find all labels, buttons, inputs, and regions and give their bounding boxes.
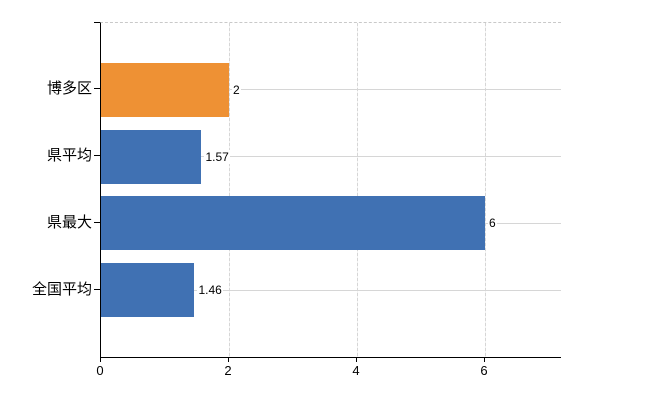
x-axis-tick (356, 357, 357, 362)
bar-value-label: 1.46 (197, 283, 223, 298)
bar-2 (101, 129, 202, 184)
horizontal-gridline (101, 89, 561, 91)
x-axis-tick-label: 0 (96, 363, 104, 378)
category-label: 県平均 (46, 147, 92, 165)
category-label: 博多区 (46, 80, 92, 98)
x-axis-tick (228, 357, 229, 362)
plot-area: 2 1.57 6 1.46 (100, 22, 561, 358)
x-axis-tick-label: 2 (224, 363, 232, 378)
bar-1 (101, 62, 229, 117)
bar-4 (101, 263, 195, 318)
bar-value-label: 6 (488, 216, 497, 231)
bar-3 (101, 196, 485, 251)
y-axis-tick (94, 22, 100, 23)
horizontal-gridline (101, 156, 561, 158)
category-label: 県最大 (46, 213, 92, 231)
y-axis-tick (94, 88, 100, 90)
bar-value-label: 1.57 (204, 149, 230, 164)
bar-value-label: 2 (232, 82, 241, 97)
y-axis-tick (94, 221, 100, 223)
y-axis-tick (94, 155, 100, 157)
x-axis-tick-label: 4 (352, 363, 360, 378)
x-axis-tick-label: 6 (480, 363, 488, 378)
vertical-gridline (484, 23, 486, 357)
x-axis-tick (100, 357, 101, 362)
horizontal-gridline (101, 289, 561, 291)
vertical-gridline (356, 23, 358, 357)
x-axis-tick (484, 357, 485, 362)
vertical-gridline (228, 23, 230, 357)
category-label: 全国平均 (31, 280, 92, 298)
y-axis-tick (94, 288, 100, 290)
